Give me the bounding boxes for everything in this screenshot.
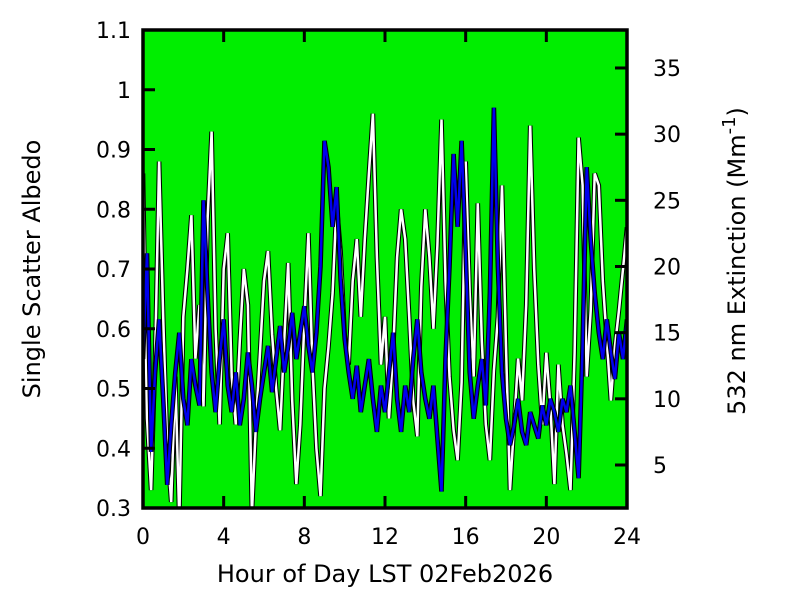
y-tick-label-left: 0.8 — [96, 198, 131, 223]
y-tick-label-right: 25 — [653, 189, 681, 214]
y-tick-label-left: 0.3 — [96, 497, 131, 522]
y-tick-label-left: 0.5 — [96, 378, 131, 403]
axis-tick-labels: 0 4 8 12 16 20 24 0.3 0.4 0.5 0.6 0.7 0.8 0.9 1 1.1 5 10 1… — [96, 19, 681, 550]
x-tick-label: 24 — [613, 525, 641, 550]
x-tick-label: 16 — [452, 525, 480, 550]
series-line-right — [143, 107, 627, 492]
x-tick-label: 0 — [136, 525, 150, 550]
axis-ticks — [141, 28, 629, 510]
y-axis-title-left: Single Scatter Albedo — [18, 140, 46, 399]
x-tick-label: 8 — [297, 525, 311, 550]
y-tick-label-left: 0.6 — [96, 318, 131, 343]
y-axis-title-right: 532 nm Extinction (Mm-1) — [719, 107, 751, 415]
x-tick-label: 12 — [371, 525, 399, 550]
y-tick-label-left: 0.4 — [96, 437, 131, 462]
series-line-left — [143, 113, 627, 508]
x-tick-label: 4 — [217, 525, 231, 550]
y-tick-label-left: 1 — [117, 79, 131, 104]
y-tick-label-left: 0.9 — [96, 139, 131, 164]
data-series-group — [143, 107, 627, 508]
y-tick-label-right: 5 — [653, 454, 667, 479]
y-tick-label-left: 0.7 — [96, 258, 131, 283]
y-tick-label-right: 20 — [653, 255, 681, 280]
y-tick-label-right: 10 — [653, 388, 681, 413]
y-tick-label-right: 30 — [653, 123, 681, 148]
y-tick-label-left: 1.1 — [96, 19, 131, 44]
y-tick-label-right: 35 — [653, 57, 681, 82]
x-axis-title: Hour of Day LST 02Feb2026 — [217, 560, 553, 588]
y-tick-label-right: 15 — [653, 322, 681, 347]
x-tick-label: 20 — [532, 525, 560, 550]
